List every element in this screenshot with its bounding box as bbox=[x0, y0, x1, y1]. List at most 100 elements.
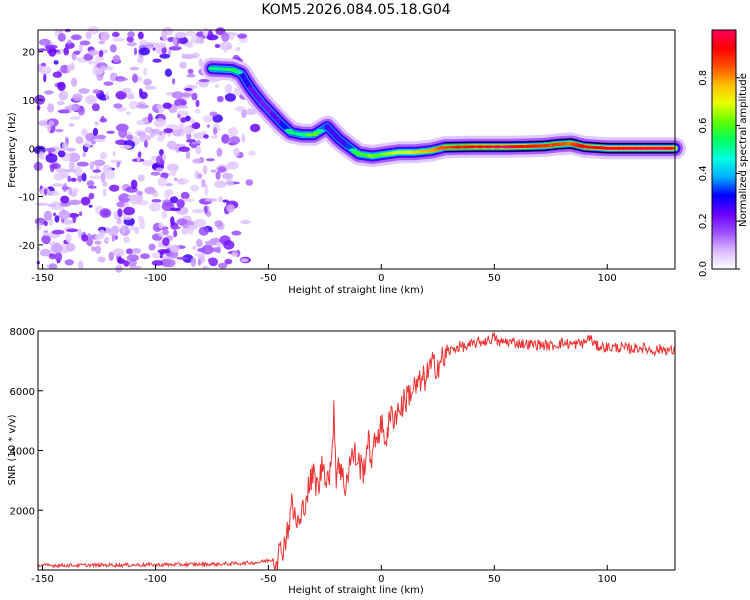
spectrogram-noise-blob bbox=[54, 215, 60, 223]
spectrogram-noise-blob bbox=[94, 240, 102, 245]
spectrogram-noise-blob bbox=[97, 256, 106, 263]
spectrogram-noise-blob bbox=[45, 147, 56, 153]
spectrogram-noise-blob bbox=[204, 186, 209, 197]
spectrogram-noise-blob bbox=[79, 211, 83, 217]
spectrogram-noise-blob bbox=[240, 219, 251, 225]
spectrogram-noise-blob bbox=[194, 220, 200, 228]
spectrogram-noise-blob bbox=[169, 207, 182, 212]
spectrogram-noise-blob bbox=[186, 73, 196, 78]
spectrogram-noise-blob bbox=[227, 126, 238, 137]
spectrogram-noise-blob bbox=[170, 226, 181, 230]
spectrogram-noise-blob bbox=[85, 95, 97, 105]
spectrogram-noise-blob bbox=[110, 159, 123, 164]
spectrogram-noise-blob bbox=[105, 169, 116, 180]
spectrogram-noise-blob bbox=[197, 173, 203, 179]
spectrogram-noise-blob bbox=[176, 218, 188, 226]
spectrogram-noise-blob bbox=[35, 202, 49, 206]
spectrogram-noise-blob bbox=[147, 113, 153, 123]
spectrogram-noise-blob bbox=[55, 128, 64, 133]
spectrogram-noise-blob bbox=[157, 177, 167, 187]
spectrogram-noise-blob bbox=[175, 31, 187, 39]
spectrogram-noise-blob bbox=[137, 215, 144, 222]
spectrogram-noise-blob bbox=[200, 184, 208, 188]
spectrogram-noise-blob bbox=[237, 33, 248, 39]
spectrogram-noise-blob bbox=[64, 259, 75, 266]
spectrogram-noise-blob bbox=[43, 210, 53, 221]
spectrogram-noise-blob bbox=[156, 136, 165, 142]
colorbar-tick-label: 0.2 bbox=[698, 213, 709, 229]
spectrogram-noise-blob bbox=[177, 178, 185, 185]
spectrogram-ridge-segment bbox=[259, 99, 276, 117]
spectrogram-noise-blob bbox=[161, 229, 169, 236]
spectrogram-noise-blob bbox=[112, 248, 125, 257]
snr-series-line bbox=[38, 332, 675, 570]
spectrogram-noise-blob bbox=[109, 184, 120, 192]
spectrogram-noise-blob bbox=[187, 224, 194, 235]
spectrogram-noise-blob bbox=[223, 240, 235, 250]
spectrogram-noise-blob bbox=[117, 208, 123, 218]
spectrogram-noise-blob bbox=[54, 252, 63, 262]
spectrogram-noise-blob bbox=[172, 78, 176, 85]
spectrogram-noise-blob bbox=[213, 127, 218, 135]
spectrogram-noise-blob bbox=[45, 153, 58, 163]
spectrogram-noise-blob bbox=[71, 187, 79, 194]
snr-x-tick-label: -100 bbox=[144, 574, 167, 585]
spectrogram-noise-blob bbox=[93, 159, 106, 167]
spectrogram-noise-blob bbox=[214, 220, 223, 228]
spectrogram-noise-blobs bbox=[33, 25, 261, 273]
spectrogram-noise-blob bbox=[130, 179, 138, 190]
spectrogram-noise-blob bbox=[70, 34, 82, 41]
spectrogram-ridge-segment bbox=[324, 124, 341, 142]
snr-x-ticks: -150 -100 -50 0 50 100 bbox=[31, 565, 617, 585]
spectrogram-noise-blob bbox=[225, 179, 234, 186]
spectrogram-noise-blob bbox=[192, 245, 197, 250]
spectrogram-noise-blob bbox=[115, 90, 127, 100]
spectrogram-noise-blob bbox=[235, 47, 241, 51]
spectrogram-noise-blob bbox=[173, 229, 178, 238]
spectrogram-noise-blob bbox=[61, 219, 74, 225]
spectrogram-noise-blob bbox=[39, 38, 51, 46]
spectrogram-noise-blob bbox=[168, 48, 172, 57]
spectrogram-noise-blob bbox=[58, 90, 69, 101]
spectrogram-noise-blob bbox=[190, 184, 200, 192]
spectrogram-noise-blob bbox=[180, 117, 187, 123]
spectrogram-noise-blob bbox=[76, 161, 89, 167]
spectrogram-y-axis-label: Frequency (Hz) bbox=[7, 112, 18, 188]
spectrogram-noise-blob bbox=[137, 31, 144, 40]
spectrogram-noise-blob bbox=[123, 260, 130, 267]
spectrogram-noise-blob bbox=[152, 252, 161, 259]
spectrogram-noise-blob bbox=[47, 203, 56, 207]
spectrogram-noise-blob bbox=[172, 36, 178, 46]
colorbar-tick-label: 0.0 bbox=[698, 261, 709, 277]
spectrogram-noise-blob bbox=[88, 204, 93, 208]
spectrogram-noise-blob bbox=[134, 226, 140, 235]
spectrogram-noise-blob bbox=[198, 226, 209, 236]
spectrogram-noise-blob bbox=[99, 151, 107, 160]
spectrogram-noise-blob bbox=[248, 150, 256, 156]
spectrogram-noise-blob bbox=[136, 104, 150, 109]
colorbar-frame bbox=[711, 29, 737, 270]
spectrogram-noise-blob bbox=[190, 144, 197, 149]
spectrogram-noise-blob bbox=[53, 212, 57, 216]
spectrogram-y-tick-label: 20 bbox=[22, 48, 35, 59]
spectrogram-noise-blob bbox=[226, 161, 239, 170]
spectrogram-noise-blob bbox=[78, 43, 83, 53]
snr-x-axis-label: Height of straight line (km) bbox=[288, 585, 424, 596]
spectrogram-noise-blob bbox=[127, 194, 141, 200]
spectrogram-ridge-lower-edge bbox=[444, 147, 675, 154]
spectrogram-noise-blob bbox=[70, 62, 75, 71]
spectrogram-noise-blob bbox=[157, 249, 171, 254]
spectrogram-noise-blob bbox=[221, 133, 230, 144]
spectrogram-noise-blob bbox=[38, 151, 45, 160]
spectrogram-noise-blob bbox=[91, 103, 100, 112]
snr-x-tick-label: 0 bbox=[378, 574, 384, 585]
spectrogram-noise-blob bbox=[70, 177, 77, 182]
spectrogram-noise-blob bbox=[78, 228, 82, 239]
spectrogram-noise-blob bbox=[122, 216, 133, 220]
spectrogram-noise-blob bbox=[104, 236, 110, 243]
spectrogram-noise-blob bbox=[224, 93, 236, 102]
spectrogram-x-tick-label: -100 bbox=[144, 273, 167, 284]
spectrogram-noise-blob bbox=[100, 65, 107, 71]
colorbar-tick-label: 0.4 bbox=[698, 165, 709, 181]
